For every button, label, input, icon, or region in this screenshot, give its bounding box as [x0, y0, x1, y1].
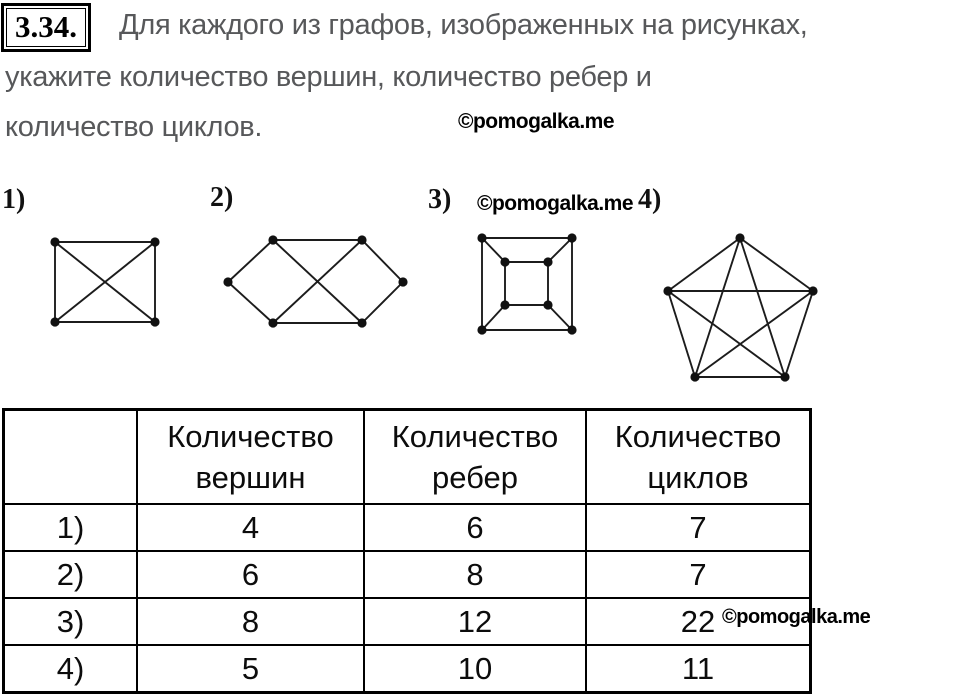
edges-value: 6: [363, 503, 587, 552]
header-cell-vertices: Количество вершин: [136, 408, 365, 505]
graph-1-label: 1): [2, 184, 26, 215]
row-label: 4): [2, 644, 138, 694]
vertices-value: 5: [136, 644, 365, 694]
cycles-value: 7: [585, 550, 812, 599]
graph-2-figure: [215, 228, 415, 338]
row-label: 3): [2, 597, 138, 646]
problem-text-line-3: количество циклов.: [5, 111, 263, 143]
table-header-row: Количество вершин Количество ребер Колич…: [2, 408, 812, 505]
watermark-top: ©pomogalka.me: [458, 110, 615, 133]
header-cell-edges: Количество ребер: [363, 408, 587, 505]
table-row: 4) 5 10 11: [2, 644, 812, 694]
graph-3-label: 3): [428, 184, 452, 215]
cycles-value: 7: [585, 503, 812, 552]
cycles-value: 11: [585, 644, 812, 694]
vertices-value: 8: [136, 597, 365, 646]
cycles-value: 22: [585, 597, 812, 646]
edges-value: 8: [363, 550, 587, 599]
row-label: 1): [2, 503, 138, 552]
header-cell-cycles: Количество циклов: [585, 408, 812, 505]
edges-value: 10: [363, 644, 587, 694]
row-label: 2): [2, 550, 138, 599]
problem-number: 3.34.: [6, 8, 86, 47]
header-cell-empty: [2, 408, 138, 505]
graph-2-label: 2): [210, 182, 234, 213]
watermark-middle: ©pomogalka.me: [477, 192, 634, 215]
graph-4-figure: [650, 226, 830, 391]
table-row: 2) 6 8 7: [2, 550, 812, 599]
graph-4-label: 4): [638, 184, 662, 215]
graph-1-figure: [40, 225, 170, 340]
edges-value: 12: [363, 597, 587, 646]
vertices-value: 4: [136, 503, 365, 552]
problem-text-line-1: Для каждого из графов, изображенных на р…: [119, 9, 808, 41]
answers-table: Количество вершин Количество ребер Колич…: [2, 408, 812, 694]
table-row: 3) 8 12 22: [2, 597, 812, 646]
problem-text-line-2: укажите количество вершин, количество ре…: [5, 61, 652, 93]
graph-3-figure: [468, 226, 588, 341]
vertices-value: 6: [136, 550, 365, 599]
problem-number-box: 3.34.: [1, 3, 91, 52]
table-row: 1) 4 6 7: [2, 503, 812, 552]
